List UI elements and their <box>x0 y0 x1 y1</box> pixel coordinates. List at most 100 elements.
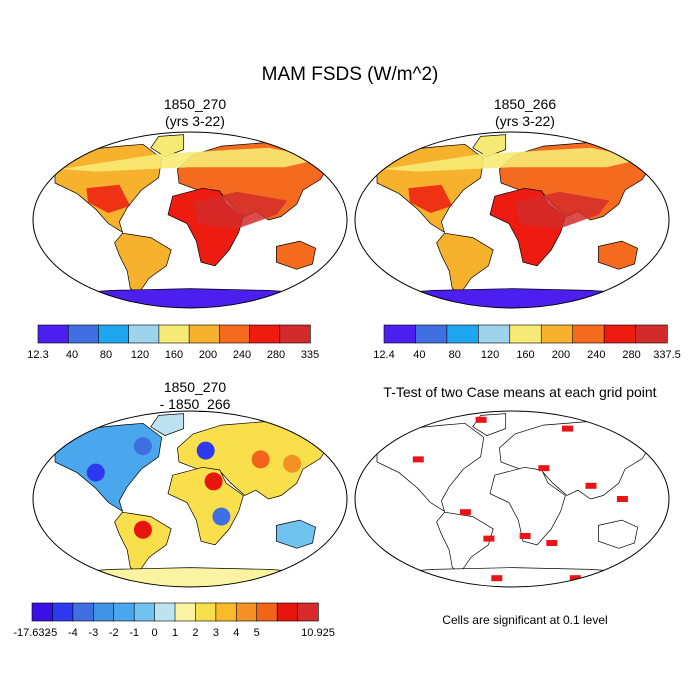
colorbar-label: 240 <box>587 349 605 361</box>
colorbar-cell <box>415 324 448 344</box>
samerica-land <box>114 232 172 295</box>
colorbar-label: 335 <box>301 349 319 361</box>
colorbar-label: 1 <box>172 627 178 639</box>
colorbar-cell <box>72 602 94 622</box>
colorbar-cell <box>158 324 190 344</box>
low-flux-region <box>61 147 324 172</box>
significant-cell <box>562 425 573 432</box>
colorbar-cell <box>635 324 668 344</box>
colorbar-label: 12.4 <box>373 349 394 361</box>
low-flux-region <box>383 147 646 172</box>
colorbar-cell <box>540 324 574 344</box>
antarctica-land <box>35 288 345 308</box>
significant-cell <box>412 456 424 463</box>
significance-footnote: Cells are significant at 0.1 level <box>442 613 608 627</box>
map-border <box>32 131 348 309</box>
map-panel-4 <box>354 410 670 588</box>
colorbar-label: 40 <box>413 349 425 361</box>
colorbar-cell <box>256 602 278 622</box>
antarctica-land <box>357 567 667 587</box>
colorbar-cell <box>279 324 311 344</box>
africa-land <box>167 466 244 546</box>
colorbar-label: 0 <box>152 627 158 639</box>
colorbar-cell <box>297 602 319 622</box>
greenland-land <box>150 413 185 436</box>
colorbar-cell <box>128 324 160 344</box>
colorbar-label: 12.3 <box>27 349 48 361</box>
greenland-land <box>472 134 507 157</box>
panel-4-title: T-Test of two Case means at each grid po… <box>383 384 657 400</box>
colorbar-label: -1 <box>129 627 139 639</box>
colorbar-label: -3 <box>88 627 98 639</box>
colorbar-label: -2 <box>109 627 119 639</box>
colorbar-label: 80 <box>449 349 461 361</box>
anomaly-patch <box>204 472 223 491</box>
anomaly-patch <box>133 437 152 456</box>
map-panel-3 <box>32 410 348 588</box>
anomaly-patch <box>212 507 231 526</box>
australia-land <box>598 240 638 270</box>
anomaly-patch <box>133 520 152 539</box>
colorbar-label: -5 <box>48 627 58 639</box>
panel-3-title: 1850_270 - 1850_266 <box>159 379 231 412</box>
significant-cell <box>483 535 495 542</box>
australia-land <box>598 519 638 549</box>
colorbar-cell <box>235 602 258 622</box>
colorbar-cell <box>446 324 480 344</box>
significant-cell <box>585 482 597 489</box>
anomaly-patch <box>283 454 302 473</box>
colorbar-cell <box>219 324 251 344</box>
significant-cell <box>616 496 628 502</box>
colorbar-1: 12.3 40 80 120 160 200 240 280 335 <box>27 324 319 361</box>
colorbar-label: 200 <box>552 349 570 361</box>
map-border <box>354 131 670 309</box>
colorbar-cell <box>383 324 417 344</box>
colorbar-label: 337.5 <box>653 349 681 361</box>
panel-1-title: 1850_270 (yrs 3-22) <box>163 96 227 129</box>
colorbar-cell <box>52 602 74 622</box>
colorbar-cell <box>92 602 115 622</box>
samerica-land <box>436 232 494 295</box>
colorbar-cell <box>572 324 605 344</box>
high-flux-region <box>515 191 610 229</box>
figure-title: MAM FSDS (W/m^2) <box>261 64 439 85</box>
greenland-land <box>150 134 185 157</box>
colorbar-cell <box>37 324 69 344</box>
significant-cell <box>491 575 503 582</box>
namerica-land <box>376 422 485 513</box>
colorbar-label: 80 <box>100 349 112 361</box>
colorbar-label: 160 <box>516 349 534 361</box>
antarctica-land <box>357 288 667 308</box>
namerica-land <box>54 422 163 513</box>
map-border <box>32 410 348 588</box>
colorbar-cell <box>509 324 542 344</box>
panel-2-title: 1850_266 (yrs 3-22) <box>493 96 557 129</box>
colorbar-2: 12.4 40 80 120 160 200 240 280 337.5 <box>373 324 681 361</box>
colorbar-label: -17.632 <box>13 627 50 639</box>
anomaly-patch <box>86 463 105 482</box>
significant-cell <box>475 416 487 423</box>
colorbar-cell <box>603 324 637 344</box>
colorbar-cell <box>276 602 299 622</box>
high-flux-region <box>408 184 453 213</box>
colorbar-label: 120 <box>131 349 149 361</box>
map-border <box>354 410 670 588</box>
high-flux-region <box>86 184 131 213</box>
colorbar-cell <box>113 602 135 622</box>
colorbar-label: 160 <box>165 349 183 361</box>
tropical-band <box>61 147 324 229</box>
anomaly-patch <box>196 441 215 460</box>
colorbar-3: -17.632-5 -4 -3 -2 -1 0 1 2 3 4 5 10.925 <box>13 602 335 639</box>
colorbar-label: 4 <box>233 627 239 639</box>
colorbar-label: 120 <box>481 349 499 361</box>
colorbar-label: 5 <box>254 627 260 639</box>
antarctica-land <box>35 567 345 587</box>
colorbar-label: 280 <box>267 349 285 361</box>
colorbar-cell <box>133 602 156 622</box>
colorbar-cell <box>67 324 100 344</box>
colorbar-cell <box>188 324 221 344</box>
colorbar-label: 40 <box>66 349 78 361</box>
tropical-band <box>383 147 646 229</box>
colorbar-cell <box>154 602 176 622</box>
